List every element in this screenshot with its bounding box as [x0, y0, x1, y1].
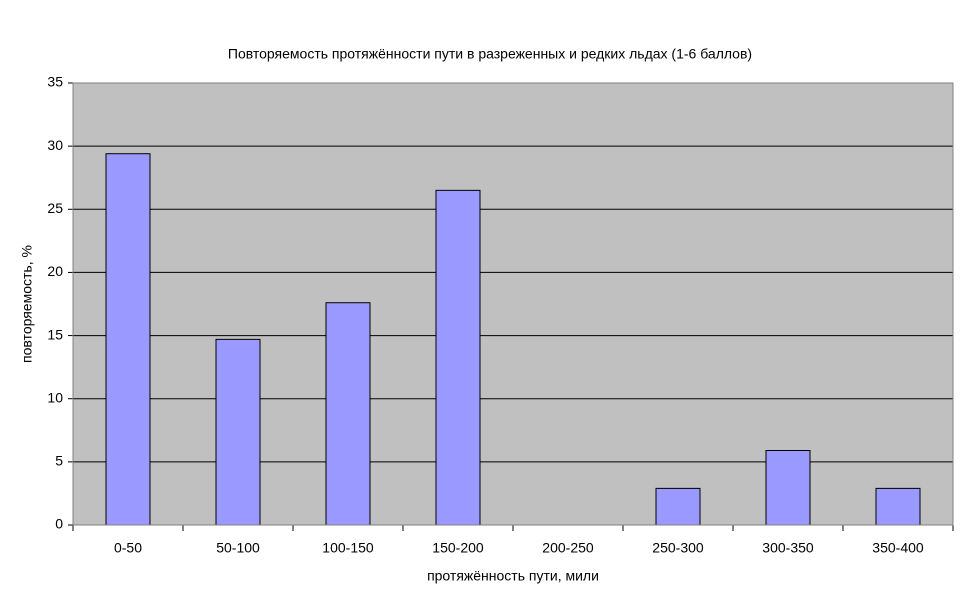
chart-title: Повторяемость протяжённости пути в разре… — [228, 46, 752, 62]
y-tick-label: 15 — [47, 326, 63, 342]
bar — [435, 189, 481, 526]
x-tick-label: 200-250 — [542, 540, 594, 556]
y-tick-label: 35 — [47, 74, 63, 90]
y-tick-label: 25 — [47, 200, 63, 216]
bar — [655, 487, 701, 526]
bar — [875, 487, 921, 526]
y-tick-label: 5 — [55, 453, 63, 469]
x-tick-label: 100-150 — [322, 540, 374, 556]
plot-area — [73, 83, 953, 525]
bar — [215, 338, 261, 526]
y-tick-label: 20 — [47, 263, 63, 279]
x-axis-title: протяжённость пути, мили — [427, 568, 599, 584]
x-tick-label: 250-300 — [652, 540, 704, 556]
y-tick-label: 10 — [47, 389, 63, 405]
x-tick-label: 50-100 — [216, 540, 260, 556]
plot-border — [72, 82, 954, 526]
x-tick-label: 300-350 — [762, 540, 814, 556]
x-tick-label: 350-400 — [872, 540, 924, 556]
y-tick-label: 0 — [55, 516, 63, 532]
bar — [765, 449, 811, 526]
bar — [325, 302, 371, 526]
y-axis-title: повторяемость, % — [19, 245, 35, 363]
y-tick-label: 30 — [47, 137, 63, 153]
bar — [105, 153, 151, 526]
x-tick-label: 0-50 — [114, 540, 142, 556]
x-tick-label: 150-200 — [432, 540, 484, 556]
